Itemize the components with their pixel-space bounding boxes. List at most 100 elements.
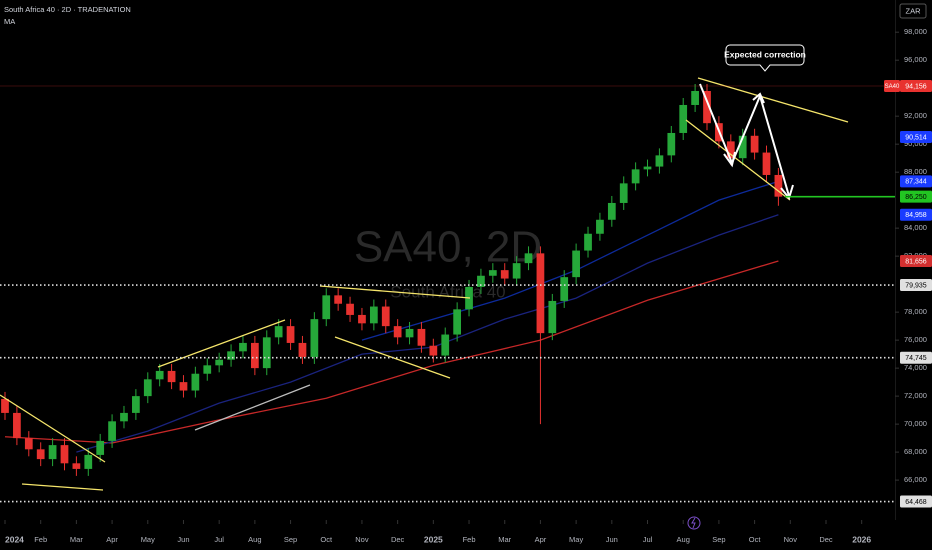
candle-body [120, 412, 128, 422]
x-tick-label: Jun [606, 535, 618, 544]
moving-average [361, 180, 779, 341]
candle-body [24, 438, 33, 450]
y-tick-label: 72,000 [904, 391, 927, 400]
candle-body [155, 370, 164, 380]
indicator-label: MA [4, 17, 15, 26]
price-badge [900, 130, 932, 143]
price-badge [900, 351, 932, 364]
trendline [157, 319, 286, 368]
candle-body [560, 277, 569, 301]
candle-body [488, 270, 497, 276]
price-badge-label: 64,468 [905, 499, 927, 506]
x-tick-label: Mar [498, 535, 511, 544]
x-tick-label: Feb [463, 535, 476, 544]
price-badge [900, 79, 932, 92]
symbol-badge-label: SA40 [885, 84, 900, 90]
candle-body [262, 337, 271, 369]
symbol-badge [884, 79, 900, 92]
candle-body [703, 90, 711, 124]
x-tick-label: Apr [106, 535, 118, 544]
candle-body [132, 396, 140, 413]
event-icon-bolt [691, 517, 696, 529]
candle-body [405, 328, 414, 338]
x-tick-label: Nov [355, 535, 369, 544]
x-tick-label: Apr [535, 535, 547, 544]
price-badge-label: 90,514 [905, 134, 927, 141]
watermark: SA40, 2D South Africa 40 [354, 223, 542, 302]
x-tick-label: Sep [712, 535, 725, 544]
x-tick-label: May [569, 535, 583, 544]
candle-body [36, 449, 45, 460]
candle-body [655, 155, 664, 167]
price-badge-label: 79,935 [905, 282, 927, 289]
candle-body [762, 152, 771, 175]
candle-body [679, 104, 688, 133]
candle-body [239, 342, 247, 352]
x-tick-label: Sep [284, 535, 297, 544]
price-badge [900, 254, 932, 267]
candle-body [13, 412, 21, 439]
price-badge [900, 279, 932, 292]
candle-body [346, 303, 354, 315]
trendline [697, 77, 849, 123]
price-levels: 94,156 SA40 90,514 87,344 86,250 84,958 81,656… [0, 79, 932, 508]
watermark-symbol: SA40, 2D [354, 223, 542, 272]
candle-body [298, 342, 307, 357]
candle-body [477, 275, 485, 287]
candle-body [84, 454, 93, 469]
price-badge [900, 495, 932, 508]
x-tick-label: Aug [248, 535, 261, 544]
price-badge-label: 87,344 [905, 179, 927, 186]
y-tick-label: 68,000 [904, 447, 927, 456]
candle-body [310, 319, 319, 357]
candle-body [631, 169, 640, 184]
price-badge [900, 175, 932, 188]
candle-body [179, 382, 188, 391]
candle-body [358, 314, 366, 324]
candle-body [191, 373, 200, 391]
candle-body [512, 263, 521, 279]
annotation-box [725, 44, 805, 72]
candle-body [536, 253, 545, 334]
candle-body [96, 440, 105, 455]
x-tick-label: 2024 [5, 534, 24, 544]
candle-body [48, 445, 57, 460]
candle-body [596, 219, 604, 234]
candle-body [108, 421, 116, 441]
x-tick-label: Feb [34, 535, 47, 544]
price-badge [900, 190, 932, 203]
candle-body [607, 202, 616, 220]
trendline [0, 394, 106, 463]
y-tick-label: 70,000 [904, 419, 927, 428]
candle-body [369, 306, 378, 324]
candle-body [417, 328, 426, 346]
candle-body [203, 365, 212, 374]
candle-body [322, 295, 331, 320]
x-tick-label: Nov [784, 535, 798, 544]
y-tick-label: 78,000 [904, 307, 927, 316]
arrowhead [752, 92, 765, 104]
trendline [685, 119, 791, 201]
candle-body [1, 398, 9, 413]
event-icon[interactable] [687, 516, 701, 530]
candle-body [500, 270, 509, 279]
x-tick-label: Oct [320, 535, 333, 544]
candle-body [584, 233, 592, 251]
candle-body [774, 174, 783, 197]
price-badge-label: 86,250 [905, 194, 927, 201]
candle-body [429, 345, 438, 356]
y-tick-label: 98,000 [904, 27, 927, 36]
x-tick-label: May [141, 535, 155, 544]
arrowhead [723, 151, 736, 168]
watermark-name: South Africa 40 [390, 282, 505, 301]
candle-body [381, 306, 390, 327]
currency-label[interactable]: ZAR [906, 6, 922, 15]
candle-body [215, 359, 224, 366]
x-tick-label: 2026 [852, 534, 871, 544]
annotation-text: Expected correction [724, 49, 806, 59]
currency-box[interactable] [899, 3, 927, 19]
y-tick-label: 74,000 [904, 363, 927, 372]
x-tick-label: Dec [391, 535, 405, 544]
